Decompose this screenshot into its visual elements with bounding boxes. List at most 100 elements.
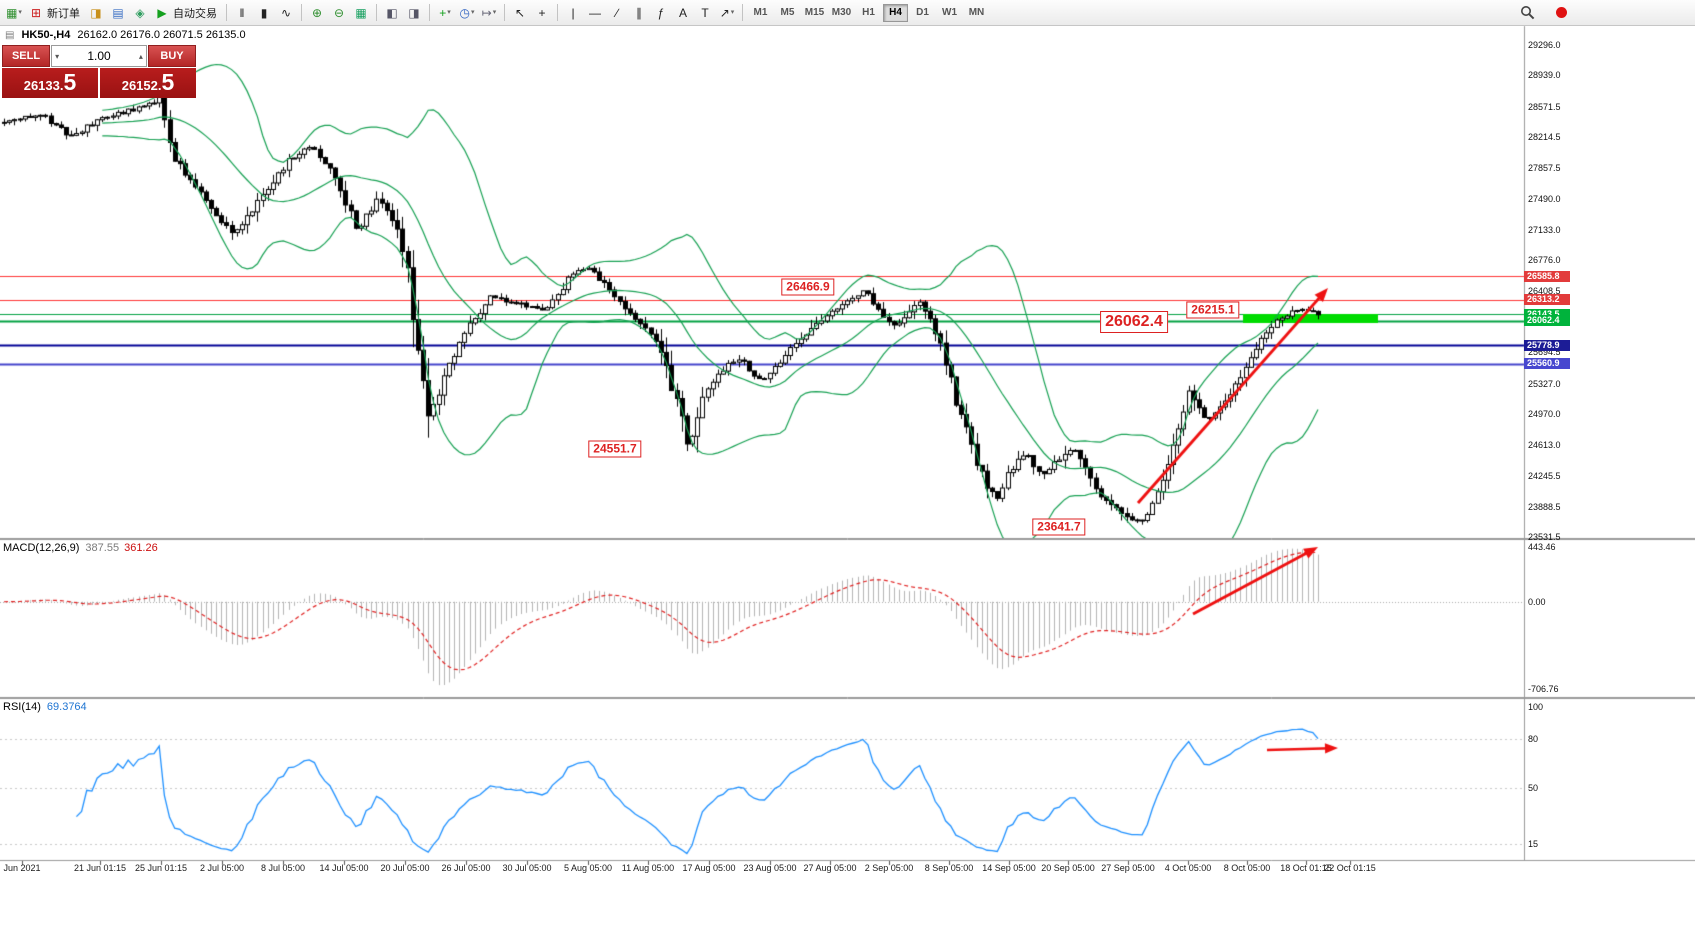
- new-order-button-label[interactable]: 新订单: [47, 7, 80, 20]
- arrange-tile-icon[interactable]: ◧: [382, 3, 402, 23]
- price-annotation[interactable]: 24551.7: [588, 440, 642, 458]
- template-icon[interactable]: ↦ ▾: [479, 3, 499, 23]
- price-annotation[interactable]: 26466.9: [781, 278, 835, 296]
- timeframe-m30-button[interactable]: M30: [831, 7, 852, 18]
- zoom-out-icon[interactable]: ⊖: [329, 3, 349, 23]
- candlestick-chart-icon-glyph: ▮: [260, 5, 268, 20]
- candlestick-chart-icon[interactable]: ▮: [254, 3, 274, 23]
- time-axis-label: 26 Jul 05:00: [441, 863, 491, 873]
- timeframe-m1-button[interactable]: M1: [753, 7, 768, 18]
- autotrading-button-label[interactable]: 自动交易: [173, 7, 217, 20]
- vertical-line-icon[interactable]: |: [563, 3, 583, 23]
- price-axis-label: 24613.0: [1528, 439, 1561, 450]
- trendline-icon[interactable]: ∕: [607, 3, 627, 23]
- text-icon[interactable]: A: [673, 3, 693, 23]
- arrange-cascade-icon[interactable]: ◨: [404, 3, 424, 23]
- time-axis-label: 4 Oct 05:00: [1164, 863, 1212, 873]
- tile-windows-icon[interactable]: ▦: [351, 3, 371, 23]
- timeframe-mn-button[interactable]: MN: [968, 7, 985, 18]
- bar-chart-icon[interactable]: ‖: [232, 3, 252, 23]
- toolbar: ▦ ▾ ⊞ 新订单 ◨ ▤ ◈ ▶ 自动交易 ‖ ▮ ∿ ⊕ ⊖ ▦ ◧ ◨ + ▾ ◷ ▾ ↦ ▾ ↖ + | — ∕ ∥ ƒ A T ↗ ▾ …: [0, 0, 1695, 26]
- search-icon[interactable]: [1517, 2, 1537, 22]
- new-chart-icon[interactable]: ▦ ▾: [4, 3, 24, 23]
- time-axis-label: 25 Jun 01:15: [134, 863, 188, 873]
- chevron-down-icon: ▾: [18, 8, 22, 16]
- navigator-icon-glyph: ◈: [135, 5, 145, 20]
- buy-button[interactable]: BUY: [148, 45, 196, 67]
- toolbar-separator: [429, 4, 430, 21]
- chart-title-line: ▤ HK50-,H4 26162.0 26176.0 26071.5 26135…: [5, 29, 246, 41]
- fibonacci-icon[interactable]: ƒ: [651, 3, 671, 23]
- time-axis-label: 8 Jul 05:00: [260, 863, 306, 873]
- market-watch-icon[interactable]: ◨: [86, 3, 106, 23]
- bar-chart-icon-glyph: ‖: [239, 5, 245, 20]
- market-watch-icon-glyph: ◨: [90, 5, 102, 20]
- arrange-tile-icon-glyph: ◧: [386, 5, 398, 20]
- timeframe-w1-button[interactable]: W1: [942, 7, 957, 18]
- volume-control: ▾ ▴: [51, 45, 147, 67]
- new-order-button[interactable]: ⊞: [26, 3, 46, 23]
- zoom-in-icon-glyph: ⊕: [311, 5, 323, 20]
- time-axis-label: 14 Jul 05:00: [319, 863, 369, 873]
- record-indicator-icon[interactable]: [1556, 6, 1567, 18]
- sell-button[interactable]: SELL: [2, 45, 50, 67]
- channel-icon-glyph: ∥: [636, 5, 642, 20]
- sell-price-figure: 26133.: [23, 78, 64, 93]
- data-window-icon[interactable]: ▤: [108, 3, 128, 23]
- price-axis-label: 29296.0: [1528, 40, 1561, 50]
- chevron-down-icon: ▾: [730, 8, 735, 16]
- macd-label: MACD(12,26,9): [3, 542, 80, 554]
- arrange-cascade-icon-glyph: ◨: [408, 5, 420, 20]
- new-chart-icon-glyph: ▦: [6, 5, 18, 20]
- timeframe-h4-button[interactable]: H4: [883, 3, 908, 22]
- rsi-label: RSI(14): [3, 701, 41, 713]
- chevron-down-icon: ▾: [447, 8, 451, 16]
- price-axis-label: 28939.0: [1528, 70, 1561, 81]
- buy-price-big-digit: 5: [161, 69, 175, 95]
- macd-header: MACD(12,26,9) 387.55 361.26: [3, 542, 158, 554]
- price-tag: 26313.2: [1524, 294, 1570, 306]
- price-tag: 26062.4: [1524, 315, 1570, 327]
- text-label-icon[interactable]: T: [695, 3, 715, 23]
- timeframe-m15-button[interactable]: M15: [804, 7, 825, 18]
- sell-price-display[interactable]: 26133. 5: [2, 68, 98, 98]
- toolbar-right-group: [1516, 2, 1567, 22]
- autotrading-button[interactable]: ▶: [152, 3, 172, 23]
- time-axis-label: 27 Aug 05:00: [803, 863, 857, 873]
- time-axis-label: 11 Aug 05:00: [621, 863, 675, 873]
- timeframe-d1-button[interactable]: D1: [916, 7, 929, 18]
- price-tag: 26585.8: [1524, 270, 1570, 282]
- cursor-icon[interactable]: ↖: [510, 3, 530, 23]
- price-annotation[interactable]: 23641.7: [1032, 518, 1086, 536]
- price-annotation[interactable]: 26062.4: [1100, 311, 1168, 333]
- volume-input[interactable]: [62, 49, 136, 63]
- autotrading-button-glyph: ▶: [157, 5, 167, 20]
- time-axis-label: 27 Sep 05:00: [1101, 863, 1155, 873]
- text-label-icon-glyph: T: [701, 5, 709, 20]
- one-click-trading-panel: SELL ▾ ▴ BUY 26133.5 26152.5: [2, 45, 196, 98]
- volume-down-icon[interactable]: ▾: [55, 51, 60, 61]
- price-axis-label: 24970.0: [1528, 409, 1561, 420]
- template-icon-glyph: ↦: [481, 5, 492, 20]
- navigator-icon[interactable]: ◈: [130, 3, 150, 23]
- time-axis-label: 8 Sep 05:00: [924, 863, 974, 873]
- line-chart-icon[interactable]: ∿: [276, 3, 296, 23]
- timeframe-h1-button[interactable]: H1: [862, 7, 875, 18]
- macd-signal-value: 361.26: [124, 542, 158, 554]
- crosshair-icon[interactable]: +: [532, 3, 552, 23]
- rsi-axis-label: 100: [1528, 702, 1544, 712]
- rsi-header: RSI(14) 69.3764: [3, 701, 87, 713]
- arrows-icon[interactable]: ↗ ▾: [717, 3, 737, 23]
- price-annotation[interactable]: 26215.1: [1186, 301, 1240, 319]
- horizontal-line-icon[interactable]: —: [585, 3, 605, 23]
- ohlc-values: 26162.0 26176.0 26071.5 26135.0: [77, 29, 246, 41]
- timeframe-m5-button[interactable]: M5: [780, 7, 795, 18]
- channel-icon[interactable]: ∥: [629, 3, 649, 23]
- buy-price-display[interactable]: 26152. 5: [100, 68, 196, 98]
- volume-up-icon[interactable]: ▴: [138, 51, 143, 61]
- period-icon[interactable]: ◷ ▾: [457, 3, 477, 23]
- add-indicator-icon[interactable]: + ▾: [435, 3, 455, 23]
- zoom-in-icon[interactable]: ⊕: [307, 3, 327, 23]
- rsi-axis-label: 80: [1528, 734, 1539, 745]
